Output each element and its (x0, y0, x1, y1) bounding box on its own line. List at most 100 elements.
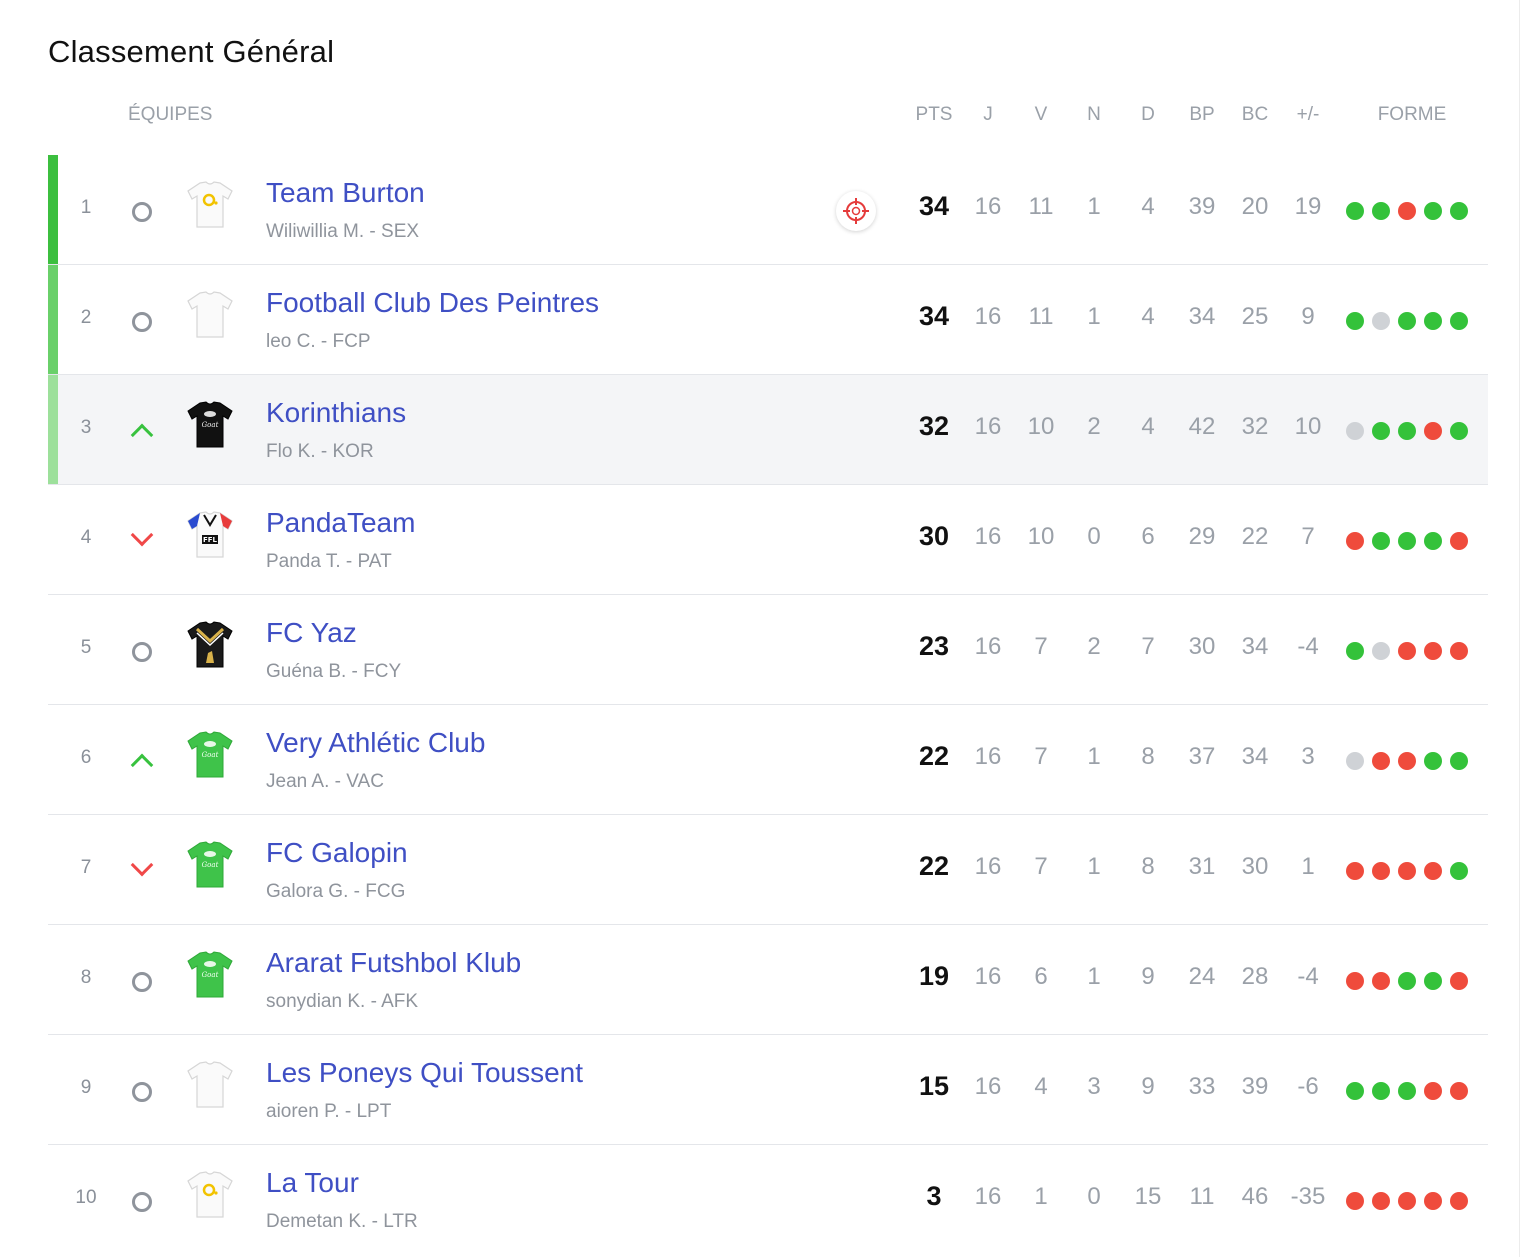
form-loss-dot (1372, 972, 1390, 990)
stat-diff: 19 (1294, 193, 1322, 220)
stat-bp: 34 (1188, 303, 1216, 330)
table-row[interactable]: 2 Football Club Des Peintres leo C. - FCP 3… (48, 265, 1488, 375)
form-loss-dot (1398, 752, 1416, 770)
form-loss-dot (1450, 642, 1468, 660)
svg-text:FFL: FFL (203, 536, 218, 544)
stat-j: 16 (974, 633, 1002, 660)
stat-j: 16 (974, 1183, 1002, 1210)
form-loss-dot (1346, 1192, 1364, 1210)
form-loss-dot (1424, 1082, 1442, 1100)
stat-d: 7 (1141, 633, 1155, 660)
svg-text:Goat: Goat (202, 971, 219, 979)
form-loss-dot (1372, 1192, 1390, 1210)
stat-bc: 34 (1241, 743, 1269, 770)
team-name-link[interactable]: Korinthians (266, 397, 407, 428)
form-draw-dot (1346, 422, 1364, 440)
stat-d: 15 (1134, 1183, 1162, 1210)
stat-n: 0 (1087, 523, 1101, 550)
stat-pts: 3 (926, 1181, 942, 1211)
chevron-up-icon (128, 747, 156, 777)
stat-diff: -6 (1297, 1073, 1319, 1100)
rank: 1 (80, 197, 92, 218)
stat-bp: 42 (1188, 413, 1216, 440)
rank: 6 (80, 747, 92, 768)
team-manager: aioren P. - LPT (266, 1101, 392, 1122)
stat-bc: 20 (1241, 193, 1269, 220)
stat-diff: -4 (1297, 633, 1319, 660)
team-manager: Jean A. - VAC (266, 771, 384, 792)
target-icon[interactable] (836, 191, 876, 231)
form-win-dot (1372, 422, 1390, 440)
stat-d: 4 (1141, 193, 1155, 220)
team-name-link[interactable]: Very Athlétic Club (266, 727, 486, 758)
team-manager: leo C. - FCP (266, 331, 371, 352)
stat-pts: 23 (918, 631, 950, 661)
stat-bc: 30 (1241, 853, 1269, 880)
table-row[interactable]: 4 FFL PandaTeam Panda T. - PAT 30 16 10 0 6 29 22 7 (48, 485, 1488, 595)
team-name-link[interactable]: Les Poneys Qui Toussent (266, 1057, 584, 1088)
stat-bc: 25 (1241, 303, 1269, 330)
team-name-link[interactable]: FC Yaz (266, 617, 357, 648)
stat-d: 8 (1141, 853, 1155, 880)
stat-v: 1 (1034, 1183, 1048, 1210)
rank: 10 (75, 1187, 97, 1208)
team-name-link[interactable]: Football Club Des Peintres (266, 287, 600, 318)
table-row[interactable]: 8 Goat Ararat Futshbol Klub sonydian K. - A… (48, 925, 1488, 1035)
stat-j: 16 (974, 853, 1002, 880)
team-manager: Wiliwillia M. - SEX (266, 221, 420, 242)
table-row[interactable]: 1 Team Burton Wiliwillia M. - SEX 34 16 11 1 4 3… (48, 155, 1488, 265)
header-forme: FORME (1377, 104, 1447, 125)
team-manager: Galora G. - FCG (266, 881, 406, 902)
stat-j: 16 (974, 743, 1002, 770)
stat-pts: 30 (918, 521, 950, 551)
stat-v: 10 (1027, 523, 1055, 550)
stat-v: 11 (1028, 193, 1054, 220)
stat-d: 6 (1141, 523, 1155, 550)
stat-bc: 46 (1241, 1183, 1269, 1210)
stat-n: 2 (1087, 413, 1101, 440)
rank: 3 (80, 417, 92, 438)
team-name-link[interactable]: PandaTeam (266, 507, 416, 538)
form-loss-dot (1372, 752, 1390, 770)
team-name-link[interactable]: FC Galopin (266, 837, 408, 868)
stat-pts: 15 (918, 1071, 950, 1101)
form-win-dot (1424, 972, 1442, 990)
form-win-dot (1424, 202, 1442, 220)
table-row[interactable]: 5 FC Yaz Guéna B. - FCY 23 16 7 2 7 30 34 -4 (48, 595, 1488, 705)
jersey-icon: FFL (184, 509, 236, 561)
jersey-icon (184, 179, 236, 231)
team-manager: Flo K. - KOR (266, 441, 374, 462)
stat-j: 16 (974, 963, 1002, 990)
team-name-link[interactable]: Team Burton (266, 177, 425, 208)
form-loss-dot (1424, 1192, 1442, 1210)
table-row[interactable]: 7 Goat FC Galopin Galora G. - FCG 22 16 7 1 8 31 3… (48, 815, 1488, 925)
form-win-dot (1424, 532, 1442, 550)
form-win-dot (1372, 532, 1390, 550)
svg-text:Goat: Goat (202, 861, 219, 869)
stat-n: 2 (1087, 633, 1101, 660)
form-win-dot (1372, 1082, 1390, 1100)
form-win-dot (1450, 752, 1468, 770)
svg-text:Goat: Goat (202, 421, 219, 429)
header-diff: +/- (1296, 104, 1320, 125)
stat-pts: 32 (918, 411, 950, 441)
table-row[interactable]: 10 La Tour Demetan K. - LTR 3 16 1 0 15 11 46 -35 (48, 1145, 1488, 1255)
team-manager: Demetan K. - LTR (266, 1211, 418, 1232)
table-row[interactable]: 9 Les Poneys Qui Toussent aioren P. - LPT 1… (48, 1035, 1488, 1145)
form-win-dot (1450, 312, 1468, 330)
stat-bp: 11 (1189, 1183, 1215, 1210)
team-name-link[interactable]: Ararat Futshbol Klub (266, 947, 522, 978)
stat-n: 1 (1087, 743, 1101, 770)
stat-v: 10 (1027, 413, 1055, 440)
qualification-bar (48, 375, 58, 484)
form-win-dot (1450, 862, 1468, 880)
team-name-link[interactable]: La Tour (266, 1167, 359, 1198)
table-row[interactable]: 6 Goat Very Athlétic Club Jean A. - VAC 22 16… (48, 705, 1488, 815)
jersey-icon: Goat (184, 839, 236, 891)
stat-d: 4 (1141, 303, 1155, 330)
table-row[interactable]: 3 Goat Korinthians Flo K. - KOR 32 16 10 2 4 42 32… (48, 375, 1488, 485)
jersey-icon (184, 1169, 236, 1221)
stat-n: 1 (1087, 303, 1101, 330)
form-loss-dot (1346, 972, 1364, 990)
form-win-dot (1346, 312, 1364, 330)
